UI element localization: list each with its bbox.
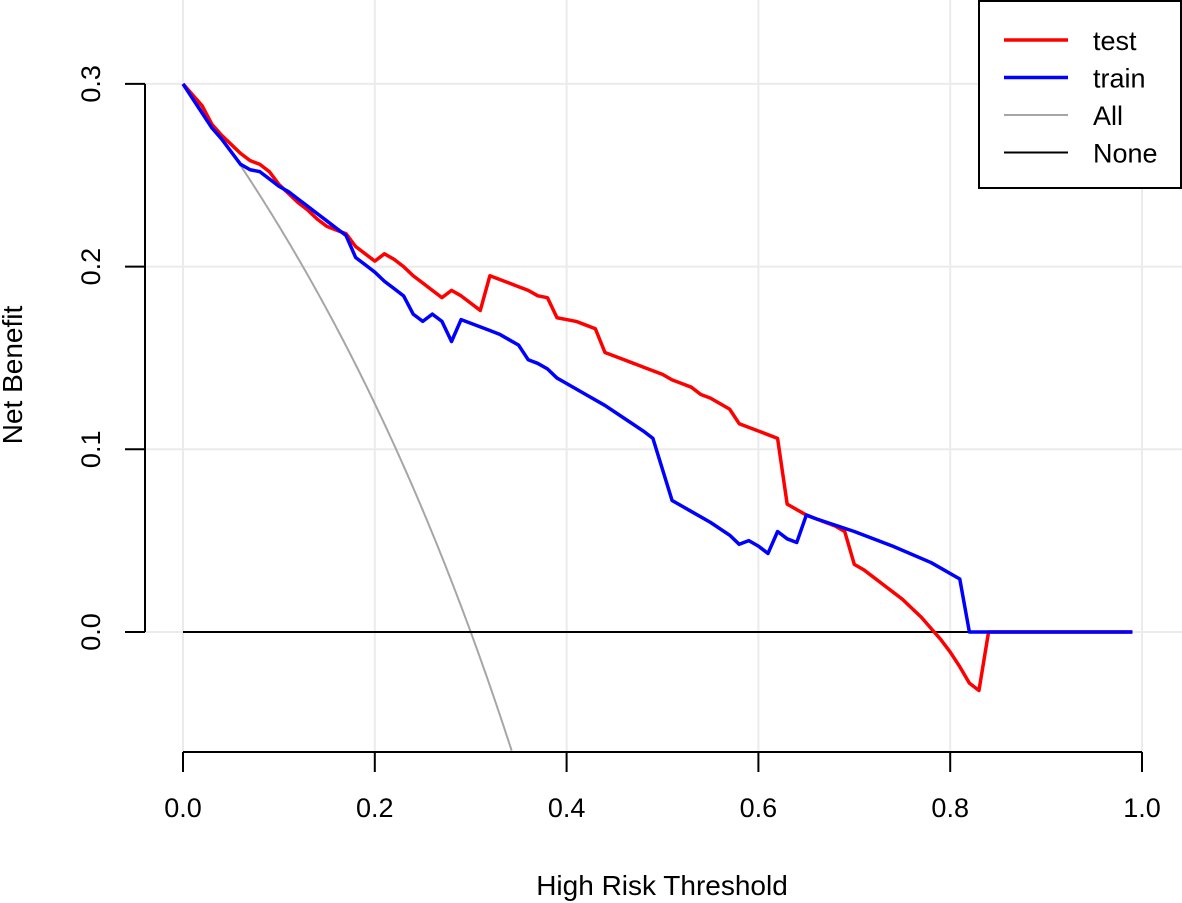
series-train-line bbox=[181, 82, 1133, 634]
series-layer bbox=[181, 82, 1133, 752]
y-tick-label: 0.0 bbox=[76, 613, 106, 651]
x-axis-title: High Risk Threshold bbox=[536, 870, 788, 901]
x-ticks: 0.0 0.2 0.4 0.6 0.8 1.0 bbox=[164, 752, 1161, 823]
x-tick-label: 0.0 bbox=[164, 793, 202, 823]
x-tick-label: 0.6 bbox=[740, 793, 778, 823]
y-tick-label: 0.2 bbox=[76, 248, 106, 286]
y-axis-title: Net Benefit bbox=[0, 306, 28, 445]
x-tick-label: 0.2 bbox=[356, 793, 394, 823]
legend-label-test: test bbox=[1093, 26, 1137, 56]
legend-label-all: All bbox=[1093, 101, 1123, 131]
series-test-line bbox=[181, 82, 1133, 693]
x-tick-label: 1.0 bbox=[1123, 793, 1161, 823]
x-tick-label: 0.8 bbox=[931, 793, 969, 823]
x-tick-label: 0.4 bbox=[548, 793, 586, 823]
legend-label-train: train bbox=[1093, 64, 1146, 94]
axes: 0.0 0.2 0.4 0.6 0.8 1.0 0.0 0.1 0.2 0.3 bbox=[76, 65, 1161, 823]
legend-box bbox=[978, 0, 1182, 189]
legend-label-none: None bbox=[1093, 139, 1158, 169]
legend: test train All None bbox=[978, 0, 1182, 189]
y-tick-label: 0.3 bbox=[76, 65, 106, 103]
y-ticks: 0.0 0.1 0.2 0.3 bbox=[76, 65, 145, 651]
y-tick-label: 0.1 bbox=[76, 431, 106, 469]
